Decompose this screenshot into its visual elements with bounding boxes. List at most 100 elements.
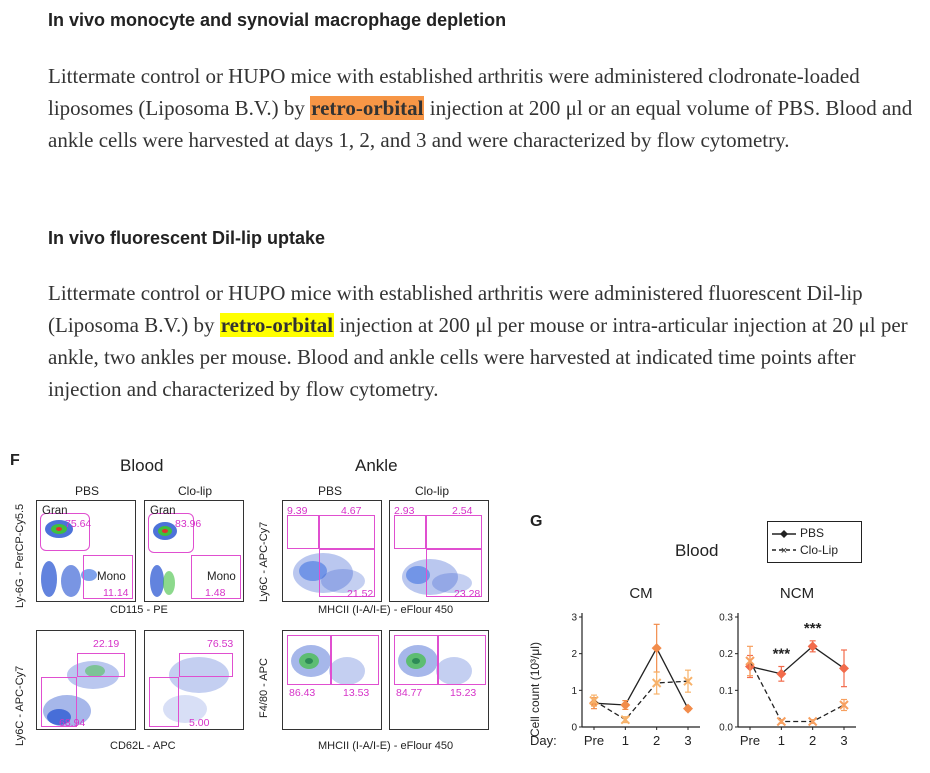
gate-top-left (287, 515, 319, 549)
row2-blood-y-axis-label: Ly6C - APC-Cy7 (14, 665, 26, 746)
gate-top-right (319, 515, 375, 549)
data-point-pbs (683, 703, 693, 714)
figure-g: G Blood × PBS Clo-Lip Cell count (10³/μl… (520, 505, 920, 765)
y-tick-label: 2 (571, 649, 577, 660)
flow-plot-blood-clo-lip-gran-mono: Gran 83.96 Mono 1.48 (144, 500, 244, 602)
legend-symbols: × (772, 530, 796, 557)
row1-blood-x-axis-label: CD115 - PE (110, 604, 168, 616)
day-axis-label: Day: (530, 733, 557, 748)
flow-plot-ankle-clo-lip-f480: 84.77 15.23 (389, 630, 489, 730)
gate-top (179, 653, 233, 677)
data-point-pbs (839, 663, 849, 674)
y-tick-label: 1 (571, 686, 577, 697)
percentage-left: 84.77 (396, 687, 423, 699)
row2-ankle-y-axis-label: F4/80 - APC (258, 658, 270, 718)
data-point-pbs (620, 700, 631, 710)
paragraph-text-end: injection at 200 μl or an equal volume o… (48, 96, 913, 152)
paragraph-text-start: Littermate control or HUPO mice with est… (48, 64, 860, 120)
gate-bottom-right (426, 549, 482, 597)
row2-ankle-x-axis-label: MHCII (I-A/I-E) - eFlour 450 (318, 740, 454, 752)
y-tick-label: 0 (571, 723, 577, 734)
svg-text:×: × (781, 545, 787, 557)
flow-density-plot (150, 522, 177, 597)
flow-density-plot (398, 645, 472, 685)
data-point-clo-lip (620, 714, 631, 725)
significance-marker: *** (804, 620, 822, 637)
data-point-clo-lip (839, 700, 849, 710)
legend: × PBS Clo-Lip (767, 521, 862, 563)
flow-density-plot (291, 645, 365, 685)
figure-f-letter: F (10, 452, 20, 469)
x-tick-label: 3 (684, 733, 691, 748)
flow-plot-ankle-clo-lip-ly6c: 2.93 2.54 23.28 (389, 500, 489, 602)
flow-scatter-plot (163, 657, 229, 723)
x-tick-label: Pre (740, 733, 760, 748)
flow-plot-blood-pbs-ly6c-cd62l: 22.19 68.94 (36, 630, 136, 730)
mono-gate (191, 555, 241, 599)
gran-gate-label: Gran (42, 505, 68, 517)
row2-blood-x-axis-label: CD62L - APC (110, 740, 176, 752)
legend-label-clo-lip: Clo-Lip (800, 543, 839, 557)
blood-title: Blood (120, 456, 164, 475)
percentage-top-left: 9.39 (287, 505, 308, 517)
data-point-clo-lip (683, 676, 693, 686)
gate-top-right (426, 515, 482, 549)
highlight-retro-orbital[interactable]: retro-orbital (310, 96, 425, 120)
flow-plot-blood-pbs-gran-mono: Gran 75.64 Mono 11.14 (36, 500, 136, 602)
flow-scatter-plot (293, 553, 365, 593)
ankle-column-label-pbs: PBS (318, 484, 343, 498)
x-tick-label: 1 (622, 733, 629, 748)
figure-g-letter: G (530, 513, 543, 530)
series-line-pbs (593, 646, 689, 709)
ankle-column-label-clo-lip: Clo-lip (415, 484, 450, 498)
paragraph-dil-lip-uptake: Littermate control or HUPO mice with est… (48, 277, 918, 405)
y-tick-label: 0.3 (719, 613, 733, 624)
gate-top (77, 653, 125, 677)
percentage-top: 22.19 (93, 638, 120, 650)
series-line-pbs (749, 645, 845, 675)
line-charts-cm-ncm: CM 0 1 2 3 Pre 1 2 3 NCM 0.0 0.1 0.2 0.3 Pre 1 2 3 *** *** (571, 585, 856, 748)
section-heading-dil-lip-uptake: In vivo fluorescent Dil-lip uptake (48, 228, 326, 248)
row1-ankle-x-axis-label: MHCII (I-A/I-E) - eFlour 450 (318, 604, 454, 616)
x-tick-label: 3 (840, 733, 847, 748)
mono-gate-label: Mono (207, 571, 236, 583)
x-tick-label: 1 (778, 733, 785, 748)
flow-plot-ankle-pbs-f480: 86.43 13.53 (282, 630, 382, 730)
series-line-clo-lip (749, 660, 845, 723)
gran-gate (40, 513, 90, 551)
data-point-clo-lip (589, 695, 599, 706)
mono-gate-label: Mono (97, 571, 126, 583)
x-tick-label: 2 (809, 733, 816, 748)
gran-percentage: 83.96 (175, 518, 202, 530)
ankle-title: Ankle (355, 456, 398, 475)
percentage-top-right: 4.67 (341, 505, 362, 517)
section-heading-monocyte-depletion: In vivo monocyte and synovial macrophage… (48, 10, 507, 30)
y-tick-label: 0.2 (719, 649, 733, 660)
flow-density-plot (41, 520, 97, 597)
gran-percentage: 75.64 (65, 518, 92, 530)
gate-bottom-right (319, 549, 375, 597)
percentage-top: 76.53 (207, 638, 234, 650)
percentage-left: 86.43 (289, 687, 316, 699)
percentage-bottom: 5.00 (189, 717, 210, 729)
figure-f: F Blood Ankle PBS Clo-lip PBS Clo-lip Ly… (0, 450, 930, 773)
legend-label-pbs: PBS (800, 526, 825, 540)
gate-right (438, 635, 486, 685)
gate-left (287, 635, 331, 685)
highlight-retro-orbital[interactable]: retro-orbital (219, 313, 335, 337)
gate-bottom (41, 677, 77, 727)
paragraph-text-end: injection at 200 μl per mouse or intra-a… (48, 313, 908, 401)
paragraph-monocyte-depletion: Littermate control or HUPO mice with est… (48, 60, 918, 156)
y-tick-label: 0.1 (719, 686, 733, 697)
gate-right (331, 635, 379, 685)
gran-gate-label: Gran (150, 505, 176, 517)
data-point-clo-lip (651, 678, 662, 688)
mono-percentage: 11.14 (103, 587, 129, 599)
gate-bottom (149, 677, 179, 727)
percentage-right: 15.23 (450, 687, 477, 699)
chart-title: CM (629, 585, 652, 602)
significance-marker: *** (773, 646, 791, 663)
x-tick-label: Pre (584, 733, 604, 748)
flow-density-plot (43, 661, 119, 727)
paragraph-text-start: Littermate control or HUPO mice with est… (48, 281, 863, 337)
